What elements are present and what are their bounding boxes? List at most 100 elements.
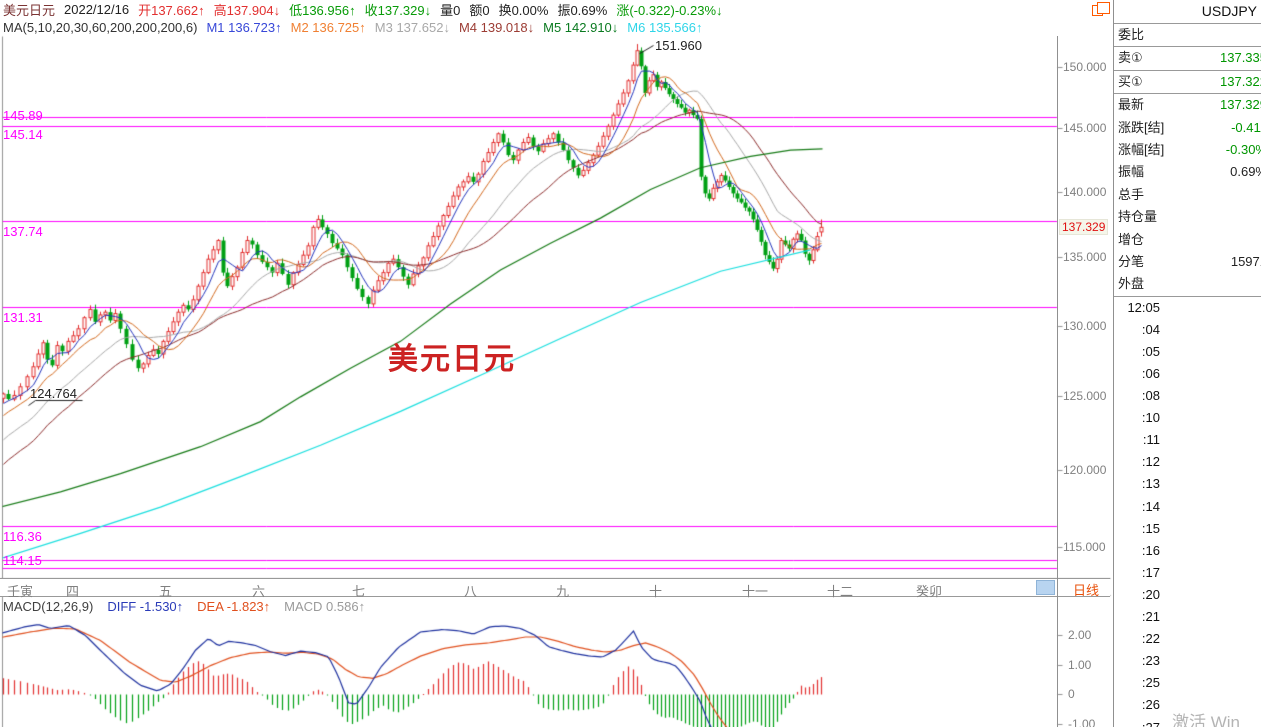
macd-axis-label: 0 <box>1068 687 1075 701</box>
tick-time-item[interactable]: :15 <box>1141 520 1160 536</box>
quote-row[interactable]: 增仓 <box>1114 229 1261 251</box>
quote-row[interactable]: 振幅 0.69% <box>1114 161 1261 183</box>
quote-row-value: 15971 <box>1230 253 1261 269</box>
time-axis-band <box>0 578 1110 597</box>
ma-value-field: M6 135.566↑ <box>627 20 703 35</box>
tick-time-item[interactable]: :23 <box>1141 653 1160 669</box>
quote-row[interactable]: 涨跌[结] -0.411 <box>1114 117 1261 139</box>
month-axis-label: 七 <box>352 584 366 599</box>
support-level-label: 116.36 <box>3 528 42 544</box>
month-axis-label: 十一 <box>742 584 769 599</box>
month-axis-label: 五 <box>159 584 173 599</box>
quote-row-value: -0.411 <box>1231 119 1261 135</box>
quote-row-label: 持仓量 <box>1118 209 1158 225</box>
quote-row[interactable]: 持仓量 <box>1114 206 1261 228</box>
quote-row-value: 137.335 <box>1220 50 1261 66</box>
last-price-axis-label: 137.329 <box>1059 219 1109 235</box>
price-axis-label: 145.000 <box>1063 121 1107 136</box>
month-axis-label: 八 <box>464 584 478 599</box>
quote-row-label: 最新 <box>1118 97 1145 113</box>
quote-row-label: 总手 <box>1118 186 1145 202</box>
tick-time-item[interactable]: :26 <box>1141 697 1160 713</box>
support-level-label: 131.31 <box>3 310 43 326</box>
tick-time-item[interactable]: :13 <box>1141 476 1160 492</box>
tick-time-item[interactable]: :11 <box>1142 432 1160 448</box>
axis-divider <box>1057 36 1058 727</box>
price-axis-label: 115.000 <box>1063 539 1106 554</box>
tick-time-item[interactable]: :06 <box>1141 365 1160 381</box>
quote-row-value: 137.329 <box>1220 97 1261 113</box>
quote-row[interactable]: 外盘( <box>1114 273 1261 297</box>
ma-value-field: M3 137.652↓ <box>374 20 450 35</box>
quote-row-label: 卖① <box>1118 50 1143 66</box>
tick-time-item[interactable]: :12 <box>1141 454 1160 470</box>
quote-row[interactable]: 委比 <box>1114 24 1261 48</box>
tick-time-item[interactable]: :27 <box>1118 717 1160 727</box>
quote-row-value: 0.69% <box>1230 164 1261 180</box>
quote-row[interactable]: 买① 137.322 <box>1114 71 1261 95</box>
month-axis-label: 九 <box>556 584 570 599</box>
quote-row-label: 增仓 <box>1118 231 1145 247</box>
macd-diff-value: DIFF -1.530↑ <box>107 599 184 614</box>
support-level-label: 114.15 <box>3 553 42 569</box>
tick-time-item[interactable]: :14 <box>1141 498 1160 514</box>
tick-time-item[interactable]: :05 <box>1141 343 1160 359</box>
month-axis-label: 六 <box>252 584 266 599</box>
quote-header-field: 量0 <box>440 3 461 18</box>
support-level-label: 145.14 <box>3 127 43 143</box>
quote-row[interactable]: 最新 137.329 <box>1114 94 1261 116</box>
price-axis-label: 140.000 <box>1063 184 1107 199</box>
tick-time-item[interactable]: :25 <box>1141 675 1160 691</box>
quote-row-label: 委比 <box>1118 27 1145 42</box>
price-axis-label: 120.000 <box>1063 463 1107 478</box>
tick-time-item[interactable]: :22 <box>1141 631 1160 647</box>
quote-row-label: 涨跌[结] <box>1118 119 1165 135</box>
quote-header-field: 振0.69% <box>557 3 608 18</box>
price-axis-label: 130.000 <box>1063 318 1107 333</box>
month-axis-label: 四 <box>66 584 80 599</box>
period-selector-daily[interactable]: 日线 <box>1073 583 1100 598</box>
tick-time-item[interactable]: :08 <box>1141 388 1160 404</box>
tick-time-item[interactable]: :17 <box>1141 564 1160 580</box>
quote-row-value: -0.30% <box>1225 141 1261 157</box>
quote-date: 2022/12/16 <box>64 2 130 17</box>
ma-value-field: M1 136.723↑ <box>206 20 282 35</box>
quote-panel-symbol: USDJPY <box>1114 0 1261 24</box>
window-layout-icon[interactable] <box>1092 2 1110 16</box>
quote-header-field: 额0 <box>469 3 490 18</box>
quote-row-label: 买① <box>1118 73 1143 89</box>
tick-time-item[interactable]: :20 <box>1141 586 1160 602</box>
tick-time-item[interactable]: 12:05 <box>1127 299 1160 315</box>
ma-header-row: MA(5,10,20,30,60,200,200,200,6) M1 136.7… <box>3 19 702 36</box>
month-axis-label: 壬寅 <box>7 584 34 599</box>
tick-time-item[interactable]: :10 <box>1141 410 1160 426</box>
quote-header-field: 涨(-0.322)-0.23%↓ <box>616 3 723 18</box>
ma-value-field: M4 139.018↓ <box>458 20 535 35</box>
high-annotation: 151.960 <box>655 38 702 53</box>
macd-value: MACD 0.586↑ <box>284 599 366 614</box>
price-axis-label: 150.000 <box>1063 60 1107 74</box>
quote-row-value: 137.322 <box>1220 73 1261 89</box>
quote-header-row: 美元日元 2022/12/16 开137.662↑ 高137.904↓ 低136.9… <box>3 1 723 18</box>
quote-row[interactable]: 卖① 137.335 <box>1114 47 1261 71</box>
quote-row-label: 外盘 <box>1118 276 1145 292</box>
quote-row[interactable]: 总手 <box>1114 184 1261 206</box>
quote-row[interactable]: 分笔 15971 <box>1114 251 1261 273</box>
quote-row-label: 分笔 <box>1118 253 1145 269</box>
macd-dea-value: DEA -1.823↑ <box>197 599 271 614</box>
quote-header-field: 低136.956↑ <box>289 3 356 18</box>
macd-header-row: MACD(12,26,9) DIFF -1.530↑ DEA -1.823↑ M… <box>3 599 365 615</box>
tick-time-item[interactable]: :21 <box>1141 609 1160 625</box>
month-axis-label: 十 <box>649 584 663 599</box>
quote-header-field: 开137.662↑ <box>138 3 205 18</box>
symbol-watermark: 美元日元 <box>388 343 516 376</box>
ma-params-label: MA(5,10,20,30,60,200,200,200,6) <box>3 20 198 35</box>
macd-axis-label: -1.00 <box>1068 716 1096 727</box>
support-level-label: 145.89 <box>3 108 43 124</box>
macd-axis-label: 1.00 <box>1068 657 1092 672</box>
quote-row[interactable]: 涨幅[结] -0.30% <box>1114 139 1261 161</box>
tick-time-item[interactable]: :04 <box>1141 321 1160 337</box>
tick-time-item[interactable]: :16 <box>1141 542 1160 558</box>
scrollbar-thumb[interactable] <box>1036 580 1055 595</box>
